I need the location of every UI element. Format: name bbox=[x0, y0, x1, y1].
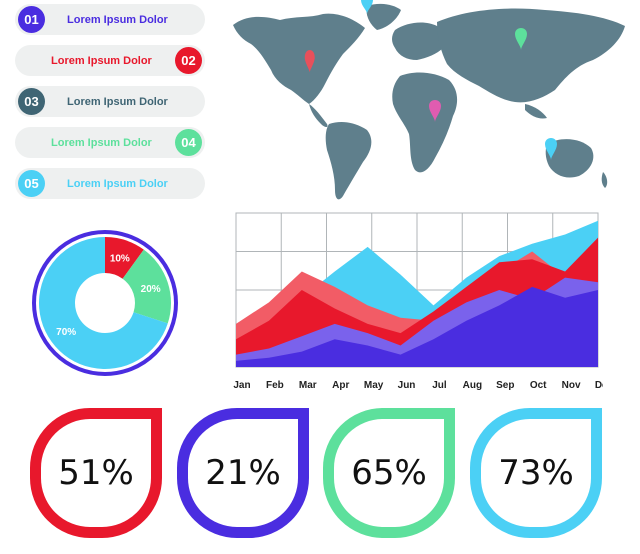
list-item-label: Lorem Ipsum Dolor bbox=[51, 136, 152, 149]
badge-05: 05 bbox=[18, 170, 45, 197]
central-america bbox=[309, 104, 328, 127]
badge-01: 01 bbox=[18, 6, 45, 33]
x-tick-label: Aug bbox=[463, 380, 482, 391]
area-series bbox=[236, 286, 598, 367]
list-item-04: Lorem Ipsum Dolor 04 bbox=[15, 127, 205, 158]
map-pin-red bbox=[304, 50, 315, 73]
area-chart: Jan Feb Mar Apr May Jun Jul Aug Sep Oct Nov Dec bbox=[233, 212, 603, 391]
africa bbox=[392, 72, 458, 173]
badge-02: 02 bbox=[175, 47, 202, 74]
new-zealand bbox=[601, 172, 608, 188]
list-item-05: 05 Lorem Ipsum Dolor bbox=[15, 168, 205, 199]
map-pin-blue bbox=[545, 138, 557, 160]
donut-slice bbox=[39, 237, 168, 369]
europe bbox=[392, 22, 445, 60]
badge-04: 04 bbox=[175, 129, 202, 156]
donut-slice bbox=[122, 249, 171, 324]
x-tick-label: Sep bbox=[496, 380, 514, 391]
stat-value: 21% bbox=[205, 453, 281, 493]
donut-label: 20% bbox=[141, 284, 161, 295]
list-item-label: Lorem Ipsum Dolor bbox=[67, 95, 168, 108]
donut-slice bbox=[105, 237, 144, 279]
x-tick-label: Mar bbox=[299, 380, 317, 391]
map-pin-pink bbox=[429, 100, 441, 122]
map-pin-green bbox=[515, 28, 527, 50]
list-item-label: Lorem Ipsum Dolor bbox=[67, 13, 168, 26]
x-tick-label: Apr bbox=[332, 380, 349, 391]
x-tick-label: Jun bbox=[398, 380, 416, 391]
list-item-02: Lorem Ipsum Dolor 02 bbox=[15, 45, 205, 76]
australia bbox=[545, 139, 594, 178]
donut-slices bbox=[39, 237, 171, 369]
numbered-list: 01 Lorem Ipsum Dolor Lorem Ipsum Dolor 0… bbox=[15, 4, 205, 209]
x-tick-label: May bbox=[364, 380, 384, 391]
stat-card-blue: 73% bbox=[470, 408, 602, 538]
asia bbox=[437, 8, 625, 103]
north-america bbox=[233, 13, 365, 104]
list-item-01: 01 Lorem Ipsum Dolor bbox=[15, 4, 205, 35]
x-tick-label: Nov bbox=[562, 380, 581, 391]
southeast-asia bbox=[525, 104, 547, 119]
stat-card-green: 65% bbox=[323, 408, 455, 538]
donut-label: 10% bbox=[110, 253, 130, 264]
donut-labels: 10% 20% 70% bbox=[56, 253, 161, 338]
stat-card-red: 51% bbox=[30, 408, 162, 538]
stat-value: 51% bbox=[58, 453, 134, 493]
greenland bbox=[366, 3, 401, 31]
x-tick-label: Jul bbox=[432, 380, 447, 391]
chart-series bbox=[236, 220, 598, 367]
list-item-label: Lorem Ipsum Dolor bbox=[67, 177, 168, 190]
x-tick-label: Feb bbox=[266, 380, 284, 391]
donut-label: 70% bbox=[56, 327, 76, 338]
donut-chart: 10% 20% 70% bbox=[32, 230, 178, 376]
world-map bbox=[233, 0, 625, 200]
list-item-label: Lorem Ipsum Dolor bbox=[51, 54, 152, 67]
x-tick-label: Dec bbox=[595, 380, 603, 391]
donut-outer-ring bbox=[32, 230, 178, 376]
stat-value: 73% bbox=[498, 453, 574, 493]
badge-03: 03 bbox=[18, 88, 45, 115]
south-america bbox=[325, 122, 372, 200]
map-land bbox=[233, 3, 625, 200]
x-tick-label: Oct bbox=[530, 380, 547, 391]
stat-value: 65% bbox=[351, 453, 427, 493]
stat-card-purple: 21% bbox=[177, 408, 309, 538]
x-axis-ticks: Jan Feb Mar Apr May Jun Jul Aug Sep Oct Nov Dec bbox=[233, 380, 603, 391]
map-pin-top bbox=[361, 0, 373, 14]
x-tick-label: Jan bbox=[233, 380, 250, 391]
list-item-03: 03 Lorem Ipsum Dolor bbox=[15, 86, 205, 117]
